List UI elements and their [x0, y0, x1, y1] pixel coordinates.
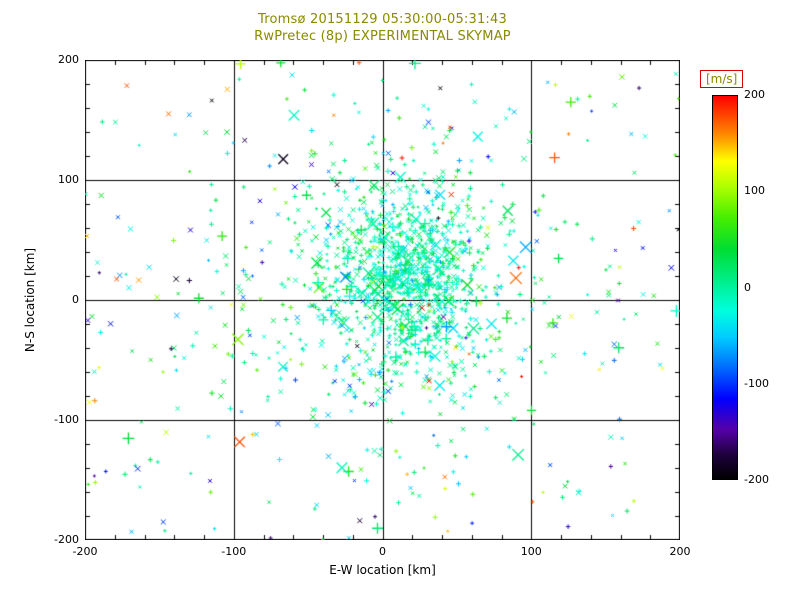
colorbar-unit-label: [m/s] — [706, 72, 738, 86]
x-tick-label: 100 — [520, 545, 542, 558]
x-tick-label: 200 — [669, 545, 691, 558]
colorbar-unit-box: [m/s] — [700, 70, 744, 88]
colorbar-tick-label: 200 — [744, 88, 765, 101]
x-axis-title: E-W location [km] — [329, 563, 436, 577]
colorbar-tick-label: -100 — [744, 376, 769, 390]
y-tick-label: -100 — [54, 413, 79, 426]
y-tick-label: 100 — [58, 173, 79, 186]
scatter-plot-canvas — [85, 60, 680, 540]
x-tick-label: 0 — [379, 545, 386, 558]
chart-subtitle: RwPretec (8p) EXPERIMENTAL SKYMAP — [254, 29, 511, 44]
y-tick-label: 0 — [72, 293, 79, 306]
x-tick-label: -200 — [72, 545, 98, 558]
y-tick-label: 200 — [58, 53, 79, 66]
colorbar-gradient — [712, 95, 738, 480]
y-tick-label: -200 — [54, 533, 79, 546]
chart-title: Tromsø 20151129 05:30:00-05:31:43 — [258, 12, 507, 27]
x-tick-label: -100 — [221, 545, 247, 558]
colorbar-tick-label: -200 — [744, 473, 769, 486]
y-axis-title: N-S location [km] — [23, 247, 37, 353]
colorbar-tick-label: 100 — [744, 184, 765, 198]
colorbar-tick-label: 0 — [744, 280, 751, 294]
